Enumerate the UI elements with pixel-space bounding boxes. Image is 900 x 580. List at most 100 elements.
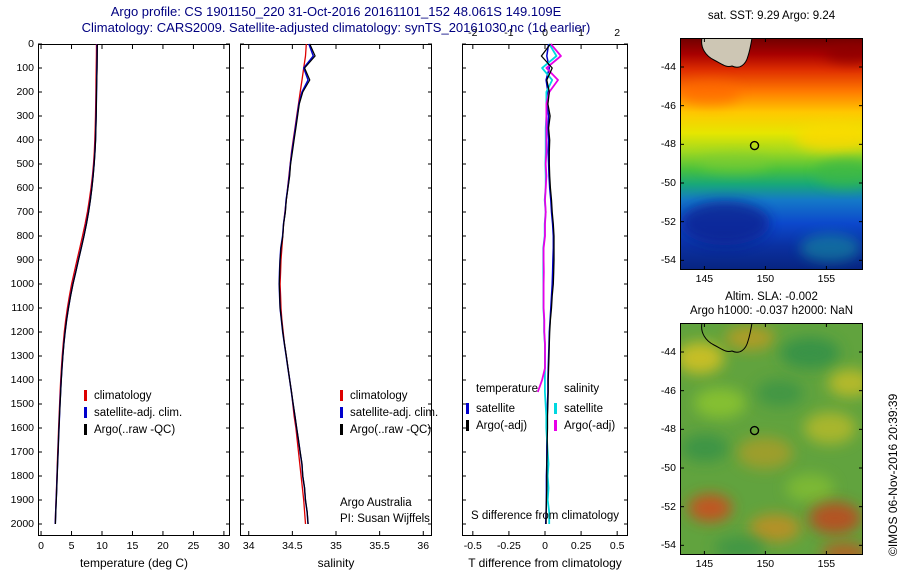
lon-tick-label: 150 <box>756 558 775 570</box>
profile-location-marker <box>749 425 760 436</box>
x-tick-label: 20 <box>157 540 169 552</box>
x-tick-label: 5 <box>68 540 75 552</box>
sla-map-border <box>680 323 863 555</box>
legend-item-climatology: climatology <box>84 387 182 404</box>
series-climatology <box>54 43 98 525</box>
depth-tick-label: 300 <box>16 110 34 122</box>
series-satellite-adj-clim- <box>54 44 98 525</box>
argo-australia-note: Argo Australia <box>340 497 412 509</box>
tasmania-outline <box>701 38 753 68</box>
sst-map: 145 150 155 -44 -46 -48 -50 -52 -54 <box>661 38 863 285</box>
x-tick-label: 25 <box>187 540 200 552</box>
temperature-profile-chart: 0 5 10 15 20 25 30 0 100 200 300 400 500 600 700 800 900… <box>11 38 230 552</box>
depth-tick-label: 1200 <box>10 326 34 338</box>
x-tick-label: 0.5 <box>609 540 625 552</box>
sla-header-line2: Argo h1000: -0.037 h2000: NaN <box>689 305 854 317</box>
s-argo-line-swatch <box>554 420 558 431</box>
x-tick-label: 30 <box>218 540 230 552</box>
satellite-adj-line-swatch <box>84 407 87 418</box>
x-tick-label: -0.5 <box>463 540 482 552</box>
depth-tick-label: 700 <box>16 206 34 218</box>
depth-tick-label: 900 <box>16 254 34 266</box>
difference-profile-plot <box>462 43 628 536</box>
depth-tick-label: 0 <box>28 38 34 50</box>
legend-col-temperature: temperature satellite Argo(-adj) <box>466 383 538 434</box>
legend-label: satellite-adj. clim. <box>94 406 183 419</box>
legend-col-salinity: salinity satellite Argo(-adj) <box>554 383 615 434</box>
legend-label: satellite-adj. clim. <box>350 406 439 419</box>
depth-tick-label: 1700 <box>10 446 34 458</box>
series-t-argo-adj- <box>540 43 555 524</box>
legend-item-argo: Argo(..raw -QC) <box>84 421 182 438</box>
sst-map-image <box>680 38 863 270</box>
x-tick-label: 34.5 <box>282 540 303 552</box>
sla-map-image <box>680 323 863 555</box>
lat-tick-label: -54 <box>660 254 676 267</box>
x-tick-label: 35.5 <box>369 540 390 552</box>
lon-tick-label: 155 <box>817 558 836 570</box>
legend-item-s-satellite: satellite <box>554 400 615 417</box>
depth-tick-label: 800 <box>16 230 34 242</box>
depth-tick-label: 1500 <box>10 398 34 410</box>
profile-location-marker <box>749 140 760 151</box>
legend-label: Argo(..raw -QC) <box>350 423 432 436</box>
sla-header-line1: Altim. SLA: -0.002 <box>725 291 818 303</box>
salinity-legend: climatology satellite-adj. clim. Argo(..… <box>340 387 438 438</box>
x-tick-label: 0.25 <box>570 540 592 552</box>
salinity-xlabel: salinity <box>317 556 355 570</box>
series-climatology <box>279 43 307 525</box>
x-top-tick-label: 0 <box>542 27 548 39</box>
x-top-tick-label: -1 <box>504 27 514 39</box>
argo-line-swatch <box>340 424 343 435</box>
legend-label: climatology <box>350 389 408 402</box>
salinity-profile-chart: 34 34.5 35 35.5 36 <box>240 43 432 552</box>
legend-item-s-argo: Argo(-adj) <box>554 417 615 434</box>
depth-tick-label: 500 <box>16 158 34 170</box>
difference-legend: temperature satellite Argo(-adj) salinit… <box>466 383 615 434</box>
depth-tick-label: 100 <box>16 62 34 74</box>
depth-tick-label: 1600 <box>10 422 34 434</box>
lat-tick-label: -48 <box>660 138 676 151</box>
lat-tick-label: -46 <box>660 99 676 112</box>
climatology-line-swatch <box>84 390 87 401</box>
legend-label: satellite <box>476 402 515 415</box>
depth-tick-label: 1900 <box>10 494 34 506</box>
x-tick-label: 34 <box>242 540 255 552</box>
x-top-tick-label: 1 <box>578 27 584 39</box>
lat-tick-label: -52 <box>660 215 676 228</box>
series-argo-raw-qc- <box>54 43 98 525</box>
satellite-adj-line-swatch <box>340 407 343 418</box>
depth-tick-label: 1300 <box>10 350 34 362</box>
lon-tick-label: 150 <box>756 273 775 285</box>
t-argo-line-swatch <box>466 420 469 431</box>
x-tick-label: 10 <box>96 540 108 552</box>
lat-tick-label: -48 <box>660 423 676 436</box>
figure-title-line2: Climatology: CARS2009. Satellite-adjuste… <box>81 20 591 35</box>
difference-profile-chart: -0.5 -0.25 0 0.25 0.5 -2 -1 0 1 2 <box>462 27 628 552</box>
s-difference-label: S difference from climatology <box>470 510 620 522</box>
depth-tick-label: 200 <box>16 86 34 98</box>
lat-tick-label: -44 <box>660 61 676 73</box>
x-tick-label: 0 <box>542 540 548 552</box>
legend-label: Argo(..raw -QC) <box>94 423 176 436</box>
temperature-profile-plot <box>38 43 230 536</box>
legend-label: Argo(-adj) <box>564 419 616 432</box>
depth-tick-label: 1800 <box>10 470 34 482</box>
argo-line-swatch <box>84 424 87 435</box>
lat-tick-label: -50 <box>660 177 676 189</box>
depth-tick-label: 2000 <box>10 518 34 530</box>
x-tick-label: -0.25 <box>496 540 521 552</box>
x-tick-label: 35 <box>330 540 342 552</box>
series-s-argo-adj- <box>536 43 562 393</box>
sst-field <box>680 38 863 270</box>
legend-item-t-satellite: satellite <box>466 400 538 417</box>
depth-tick-label: 1400 <box>10 374 34 386</box>
lon-tick-label: 145 <box>695 558 714 570</box>
lat-tick-label: -44 <box>660 346 676 358</box>
lat-tick-label: -50 <box>660 462 676 474</box>
depth-tick-label: 400 <box>16 134 34 146</box>
x-tick-label: 0 <box>38 540 44 552</box>
x-top-tick-label: -2 <box>468 27 478 39</box>
legend-label: satellite <box>564 402 604 415</box>
